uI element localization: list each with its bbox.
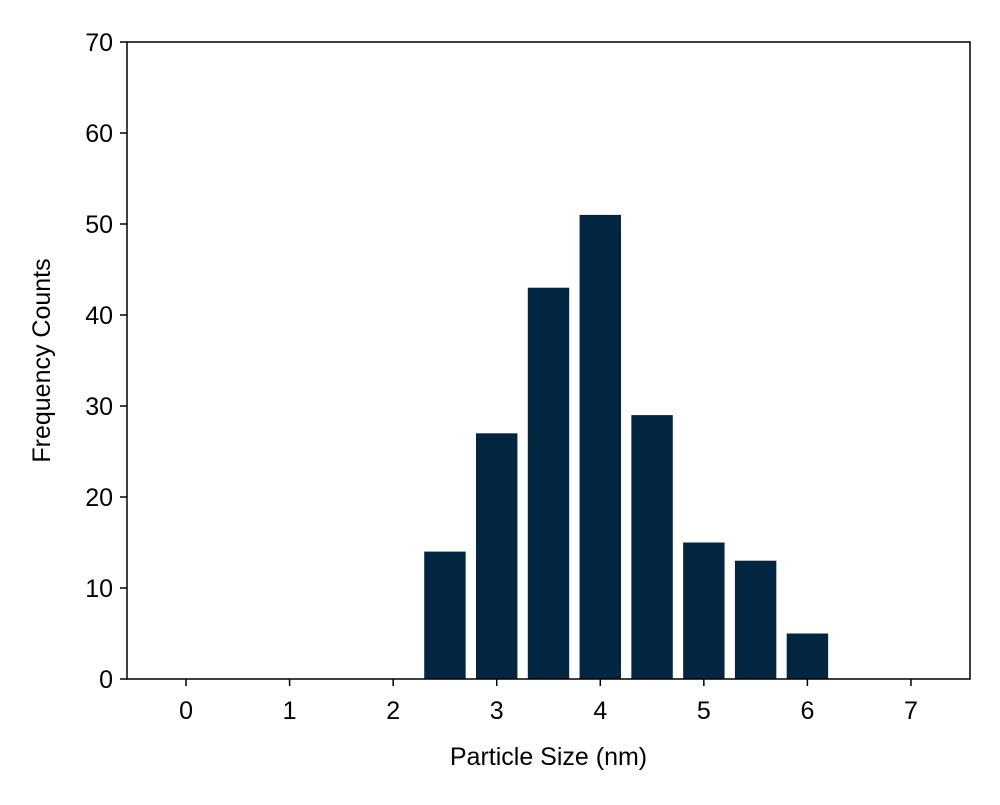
y-tick-label: 30 [85, 393, 113, 421]
y-tick-label: 60 [85, 120, 113, 148]
bar-5 [683, 542, 725, 679]
y-tick-label: 20 [85, 484, 113, 512]
x-tick-label: 0 [179, 697, 193, 725]
plot-frame [126, 41, 971, 680]
y-tick-label: 50 [85, 211, 113, 239]
bars-layer [424, 214, 829, 679]
x-tick-label: 5 [697, 697, 711, 725]
y-tick-label: 40 [85, 302, 113, 330]
bar-4 [579, 214, 621, 679]
x-tick-label: 6 [800, 697, 814, 725]
y-tick-label: 0 [99, 666, 113, 694]
bar-6 [786, 633, 829, 679]
bar-4.5 [631, 415, 673, 679]
bar-5.5 [734, 560, 777, 679]
x-axis: 0 1 2 3 4 5 6 7 [179, 679, 918, 725]
y-tick-label: 10 [85, 575, 113, 603]
x-tick-label: 3 [490, 697, 504, 725]
bar-2.5 [424, 551, 466, 679]
x-tick-label: 7 [904, 697, 918, 725]
y-tick-label: 70 [85, 29, 113, 57]
x-axis-label: Particle Size (nm) [450, 743, 647, 771]
bar-3.5 [527, 287, 570, 679]
x-tick-label: 2 [386, 697, 400, 725]
x-tick-label: 4 [593, 697, 607, 725]
bar-3 [476, 433, 518, 679]
y-axis: 0 10 20 30 40 50 60 70 [85, 29, 127, 694]
y-axis-label: Frequency Counts [28, 258, 56, 462]
x-tick-label: 1 [283, 697, 297, 725]
